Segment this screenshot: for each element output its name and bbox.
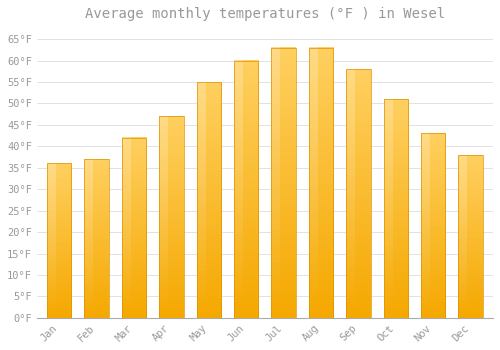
Title: Average monthly temperatures (°F ) in Wesel: Average monthly temperatures (°F ) in We… — [85, 7, 445, 21]
Bar — [458, 155, 483, 318]
Bar — [346, 69, 370, 318]
Bar — [196, 82, 221, 318]
Bar — [384, 99, 408, 318]
Bar — [272, 48, 296, 318]
Bar — [160, 116, 184, 318]
Bar — [234, 61, 258, 318]
Bar — [122, 138, 146, 318]
Bar — [309, 48, 333, 318]
Bar — [47, 163, 72, 318]
Bar — [421, 133, 446, 318]
Bar — [84, 159, 109, 318]
